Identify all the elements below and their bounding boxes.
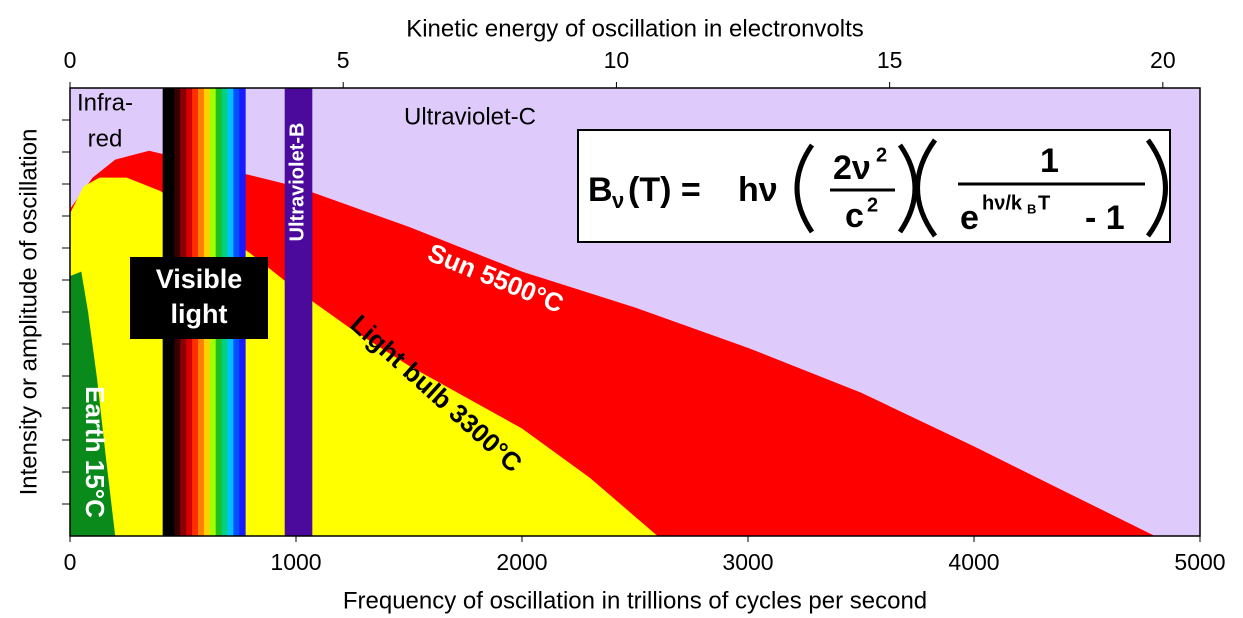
formula-text: hν/k (982, 192, 1023, 214)
x2-tick-label: 10 (604, 47, 630, 73)
earth-label: Earth 15°C (80, 386, 110, 518)
formula-text: - 1 (1085, 199, 1125, 237)
x2-tick-label: 5 (337, 47, 350, 73)
formula-text: T (1038, 192, 1050, 214)
x2-tick-label: 20 (1150, 47, 1176, 73)
visible-label: light (171, 299, 228, 329)
paren (915, 138, 938, 238)
x2-tick-label: 15 (877, 47, 903, 73)
y-axis-title: Intensity or amplitude of oscillation (15, 129, 42, 496)
band (284, 88, 313, 536)
paren (794, 143, 815, 234)
uvc-label: Ultraviolet-C (404, 103, 536, 130)
marks (70, 88, 1155, 536)
x-axis-title: Frequency of oscillation in trillions of… (343, 587, 927, 614)
paren (1145, 138, 1168, 238)
formula-text: c (845, 197, 864, 235)
top-axis-title: Kinetic energy of oscillation in electro… (406, 15, 864, 42)
x2-tick-label: 0 (64, 47, 77, 73)
x-tick-label: 5000 (1174, 549, 1225, 575)
x-tick-label: 3000 (722, 549, 773, 575)
infrared-label: Infra- (77, 89, 133, 116)
formula-box (577, 129, 1171, 243)
visible-box (130, 257, 268, 339)
formula-text: B (1027, 201, 1036, 216)
formula-text: (T) = (628, 171, 701, 209)
formula-text: ν (612, 188, 624, 213)
uvb-label: Ultraviolet-B (286, 123, 308, 242)
formula-text: e (960, 199, 979, 237)
x-tick-label: 4000 (948, 549, 999, 575)
area (70, 271, 116, 536)
x-tick-label: 2000 (496, 549, 547, 575)
formula: B ν (T) = hν 2ν 2 c 2 1 e hν/k B T - 1 (577, 129, 1171, 243)
x-tick-label: 0 (64, 549, 77, 575)
x-tick-label: 1000 (270, 549, 321, 575)
visible-label: Visible (156, 264, 243, 294)
formula-text: 2ν (833, 149, 871, 187)
formula-text: hν (738, 171, 778, 209)
formula-text: B (588, 171, 613, 209)
formula-text: 2 (876, 144, 887, 166)
infrared-label: red (88, 125, 123, 152)
formula-text: 2 (867, 194, 878, 216)
formula-text: 1 (1040, 142, 1059, 180)
